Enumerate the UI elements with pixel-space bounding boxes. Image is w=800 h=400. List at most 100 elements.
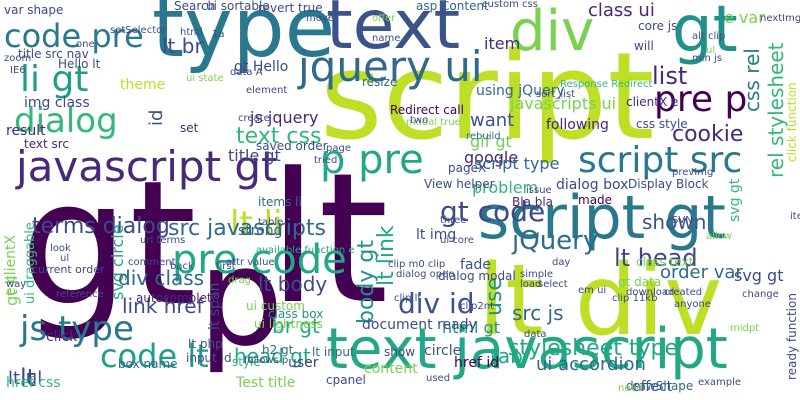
cloud-word: offer [372, 13, 396, 24]
cloud-word: div class [118, 266, 205, 290]
cloud-word: download [626, 287, 675, 298]
cloud-word: sort_list [536, 89, 576, 100]
cloud-word: css rel [740, 48, 764, 112]
cloud-word: google [464, 148, 519, 167]
cloud-word: effect [632, 379, 673, 395]
cloud-word: type [152, 0, 336, 76]
cloud-word: ui sortable [206, 0, 270, 13]
cloud-word: lt [20, 364, 37, 392]
cloud-word: script src [578, 140, 743, 181]
cloud-word: lt link [374, 225, 399, 286]
cloud-word: need [618, 383, 643, 394]
cloud-word: svg gt [727, 178, 743, 222]
cloud-word: Redirect call [390, 103, 464, 117]
cloud-word: asp Content [416, 0, 489, 13]
cloud-word: example [698, 377, 742, 388]
cloud-word: two [410, 115, 429, 126]
cloud-word: js type [20, 309, 134, 349]
cloud-word: made [578, 193, 613, 207]
cloud-word: div [510, 0, 595, 64]
cloud-word: javascript gt [16, 142, 278, 191]
cloud-word: javascripts ui [510, 94, 617, 113]
cloud-word: class ui [588, 0, 655, 21]
cloud-word: rebuild [466, 131, 501, 142]
cloud-word: lt ul [8, 368, 43, 389]
cloud-word: link href [122, 294, 204, 318]
cloud-word: script gt [478, 183, 726, 253]
cloud-word: load [520, 279, 542, 290]
cloud-word: IE6 [10, 65, 26, 76]
cloud-word: click [46, 329, 78, 345]
cloud-word: click function [785, 82, 799, 162]
cloud-word: prevImg [672, 167, 714, 178]
cloud-word: Test title [236, 375, 296, 391]
cloud-word: circle [424, 343, 462, 359]
cloud-word: order var [660, 262, 743, 283]
cloud-word: text src [24, 137, 70, 151]
cloud-word: script type [474, 154, 560, 173]
cloud-word: pageX [448, 161, 487, 175]
cloud-word: ul [706, 45, 716, 56]
cloud-word: gt Hello [234, 59, 289, 75]
cloud-word: dialog box [556, 177, 629, 193]
cloud-word: data [524, 329, 547, 340]
cloud-word: content [364, 361, 418, 377]
cloud-word: head gt [234, 344, 311, 368]
cloud-word: lt head [614, 244, 698, 272]
cloud-word: look [50, 243, 71, 254]
cloud-word: code pre [4, 17, 144, 55]
cloud-word: js jquery [250, 108, 319, 127]
cloud-word: lt php [188, 337, 223, 351]
cloud-word: table [258, 217, 284, 228]
cloud-word: result [6, 123, 46, 139]
cloud-word: gt [672, 0, 738, 67]
cloud-word: fade [460, 257, 492, 273]
cloud-word: pre p [654, 79, 748, 120]
cloud-word: script [320, 28, 655, 167]
cloud-word: data A [230, 67, 263, 78]
cloud-word: setSelector [110, 25, 167, 36]
cloud-word: core js [638, 19, 678, 33]
cloud-word: tried [314, 155, 338, 166]
cloud-word: jquery ui [298, 42, 483, 91]
cloud-word: div id [398, 287, 475, 320]
cloud-word: problem [472, 178, 539, 197]
cloud-word: set [180, 121, 199, 135]
cloud-word: show [384, 345, 416, 359]
cloud-word: input id [186, 351, 232, 365]
cloud-word: strong [238, 223, 283, 239]
cloud-word: min js [692, 53, 723, 64]
cloud-word: clip 11kb [612, 293, 658, 304]
cloud-word: terms dialog [32, 214, 170, 239]
cloud-word: class box [268, 307, 324, 321]
cloud-word: cookie [672, 122, 744, 147]
cloud-word: src js [512, 301, 564, 325]
cloud-word: used [426, 373, 451, 384]
cloud-word: Bla bla [512, 195, 554, 209]
cloud-word: clientX e [626, 95, 679, 109]
cloud-word: code lt [100, 337, 209, 375]
cloud-word: clip2nt [460, 301, 495, 312]
cloud-word: class text [636, 255, 694, 269]
cloud-word: tab [490, 344, 523, 368]
cloud-word: dialog modal [438, 269, 516, 283]
cloud-word: page [326, 143, 351, 154]
cloud-word: custom css [482, 0, 538, 10]
cloud-word: simple [520, 269, 554, 280]
cloud-word: change [742, 289, 779, 300]
cloud-word: p [198, 219, 284, 376]
cloud-word: title gt [228, 146, 281, 165]
cloud-word: current order [32, 263, 105, 276]
cloud-word: resize [362, 75, 398, 89]
cloud-word: html [180, 27, 203, 38]
cloud-word: back [170, 261, 194, 272]
cloud-word: clip m0 clip [388, 259, 446, 270]
cloud-word: gt data [618, 275, 662, 289]
cloud-word: element [246, 85, 288, 96]
cloud-word: text css [236, 124, 322, 149]
cloud-word: text javascript [326, 317, 728, 382]
cloud-word: move [306, 13, 334, 24]
cloud-word: lt span [207, 282, 223, 330]
cloud-word: lt input [312, 345, 355, 359]
cloud-word: revert true [258, 1, 323, 15]
